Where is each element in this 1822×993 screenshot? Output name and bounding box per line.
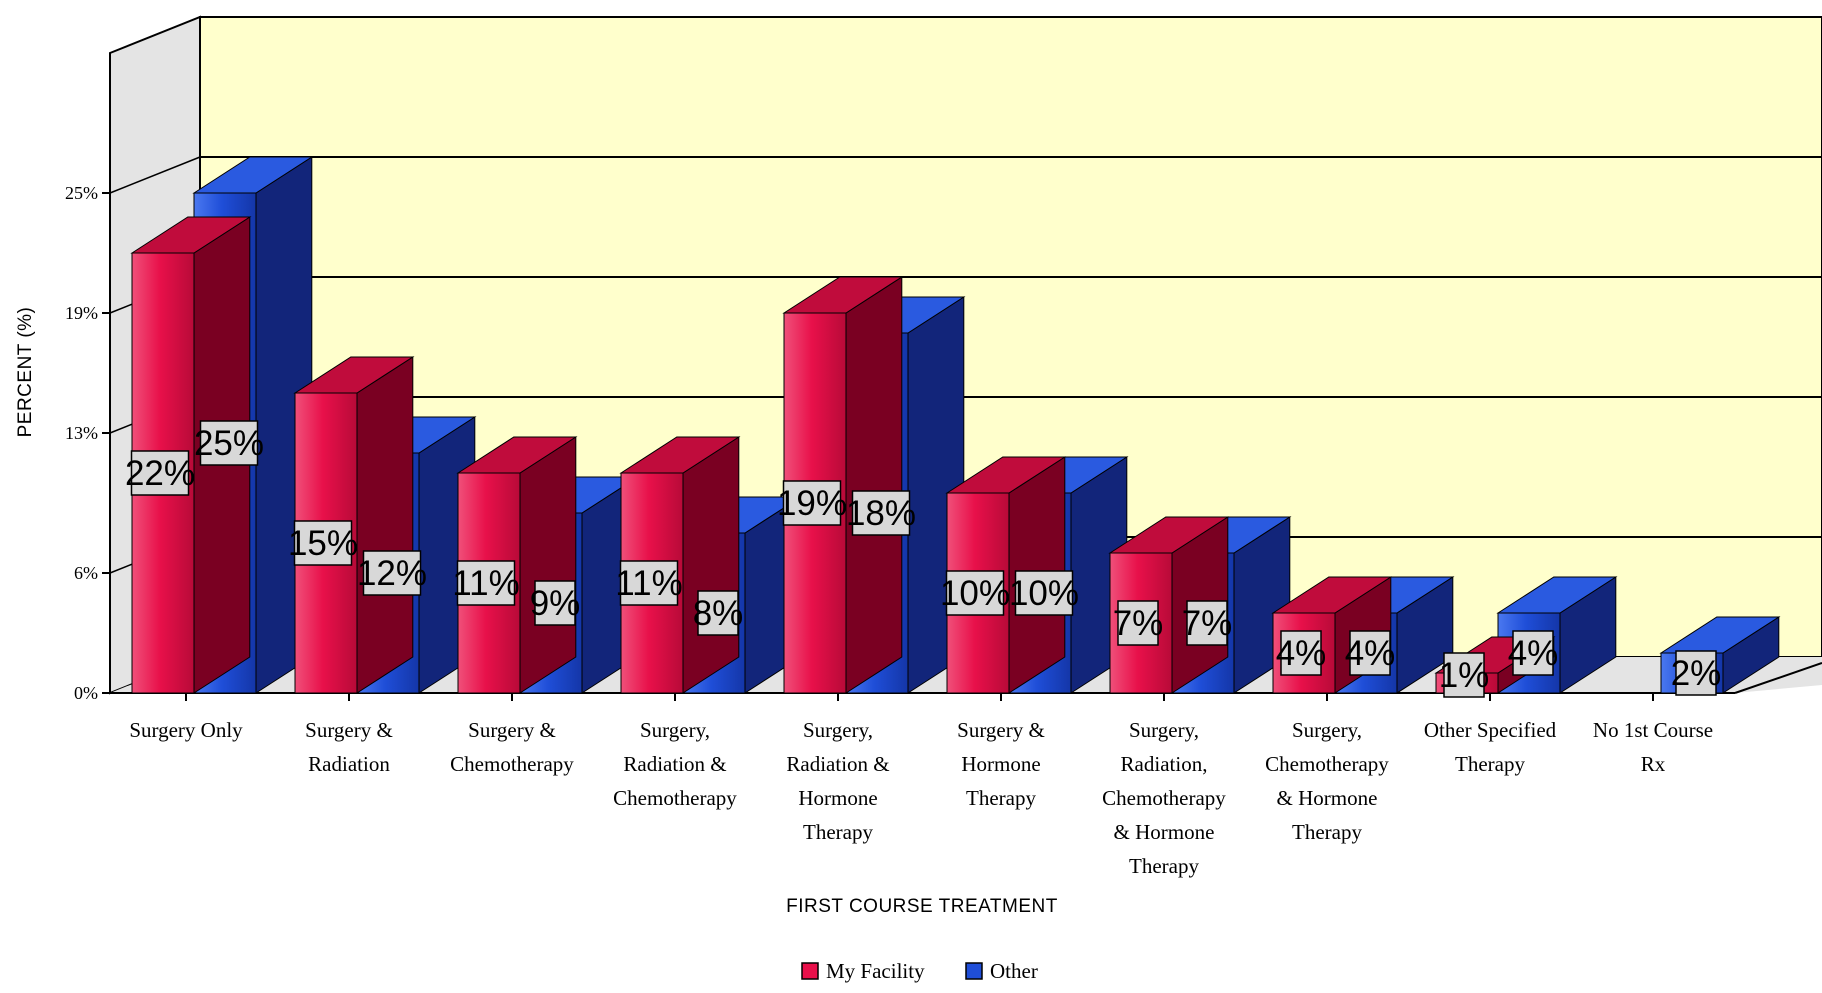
- label-my-facility: 15%: [288, 520, 358, 566]
- x-axis-title: FIRST COURSE TREATMENT: [786, 896, 1058, 917]
- data-label: 9%: [530, 584, 581, 623]
- data-label: 7%: [1113, 604, 1164, 643]
- data-label-box: [293, 520, 353, 566]
- legend-swatch: [965, 962, 983, 980]
- data-label-box: [130, 450, 190, 496]
- data-label: 11%: [452, 564, 519, 603]
- x-tick-label: Surgery Only: [129, 718, 243, 742]
- legend-label: Other: [990, 959, 1038, 983]
- label-my-facility: 10%: [940, 570, 1010, 616]
- legend-label: My Facility: [826, 959, 925, 983]
- data-label-box: [1117, 600, 1159, 646]
- data-label-box: [782, 480, 842, 526]
- data-label-box: [697, 590, 739, 636]
- data-label: 25%: [194, 424, 264, 463]
- data-label: 4%: [1276, 634, 1327, 673]
- y-axis: 0% 6% 13% 19% 25%: [65, 53, 111, 703]
- x-tick-label: Surgery & Hormone Therapy: [957, 718, 1045, 810]
- bar-side: [519, 436, 577, 694]
- bars: 22%25% 15%12% 11% 9% 11% 8% 19%18% 10%10% 7% 7% 4%…: [125, 156, 1781, 698]
- y-tick-label: 19%: [65, 303, 98, 323]
- label-my-facility: 1%: [1439, 652, 1490, 698]
- data-label-box: [619, 560, 679, 606]
- x-axis: Surgery Only Surgery & Radiation Surgery & C…: [129, 693, 1713, 878]
- data-label: 4%: [1508, 634, 1559, 673]
- x-tick-label: Surgery & Chemotherapy: [450, 718, 574, 776]
- x-tick-label: Surgery & Radiation: [305, 718, 393, 776]
- data-label: 22%: [125, 454, 195, 493]
- data-label: 2%: [1671, 654, 1722, 693]
- data-label-box: [1186, 600, 1228, 646]
- data-label: 1%: [1439, 656, 1490, 695]
- label-other: 8%: [693, 590, 744, 636]
- label-other: 18%: [846, 490, 916, 536]
- bar-my-facility: [1108, 516, 1230, 694]
- data-label: 10%: [940, 574, 1010, 613]
- legend-swatch: [801, 962, 819, 980]
- data-label-box: [851, 490, 911, 536]
- data-label-box: [1512, 630, 1554, 676]
- label-other: 12%: [357, 550, 427, 596]
- data-label-box: [199, 420, 259, 466]
- label-other: 7%: [1182, 600, 1233, 646]
- floor-right-edge: [1734, 662, 1822, 694]
- bar-side: [682, 436, 740, 694]
- data-label-box: [362, 550, 422, 596]
- label-other: 4%: [1508, 630, 1559, 676]
- data-label: 4%: [1345, 634, 1396, 673]
- label-other: 9%: [530, 580, 581, 626]
- data-label-box: [1014, 570, 1074, 616]
- x-tick-label: No 1st Course Rx: [1593, 718, 1713, 776]
- data-label-box: [534, 580, 576, 626]
- label-other: 10%: [1009, 570, 1079, 616]
- legend: My Facility Other: [801, 959, 1038, 983]
- label-my-facility: 11%: [452, 560, 520, 606]
- data-label-box: [1675, 650, 1717, 696]
- bar-side: [845, 276, 903, 694]
- label-my-facility: 4%: [1276, 630, 1327, 676]
- data-label-box: [945, 570, 1005, 616]
- data-label: 12%: [357, 554, 427, 593]
- data-label-box: [456, 560, 516, 606]
- bar-side: [356, 356, 414, 694]
- data-label: 18%: [846, 494, 916, 533]
- y-tick-label: 13%: [65, 423, 98, 443]
- label-other: 2%: [1671, 650, 1722, 696]
- data-label: 8%: [693, 594, 744, 633]
- x-tick-label: Surgery, Radiation, Chemotherapy & Hormone T…: [1102, 718, 1226, 878]
- data-label: 7%: [1182, 604, 1233, 643]
- gridline-side: [109, 156, 201, 194]
- x-tick-label: Surgery, Chemotherapy & Hormone Therapy: [1265, 718, 1389, 844]
- data-label: 15%: [288, 524, 358, 563]
- label-other: 25%: [194, 420, 264, 466]
- label-my-facility: 7%: [1113, 600, 1164, 646]
- data-label: 11%: [615, 564, 682, 603]
- data-label-box: [1349, 630, 1391, 676]
- y-axis-title: PERCENT (%): [15, 307, 36, 438]
- y-tick-label: 6%: [74, 563, 98, 583]
- label-my-facility: 19%: [777, 480, 847, 526]
- x-tick-label: Surgery, Radiation & Hormone Therapy: [786, 718, 889, 844]
- data-label: 19%: [777, 484, 847, 523]
- y-tick-label: 0%: [74, 683, 98, 703]
- label-my-facility: 11%: [615, 560, 683, 606]
- data-label-box: [1443, 652, 1485, 698]
- x-tick-label: Surgery, Radiation & Chemotherapy: [613, 718, 737, 810]
- label-my-facility: 22%: [125, 450, 195, 496]
- x-tick-label: Other Specified Therapy: [1424, 718, 1557, 776]
- data-label-box: [1280, 630, 1322, 676]
- label-other: 4%: [1345, 630, 1396, 676]
- data-label: 10%: [1009, 574, 1079, 613]
- y-tick-label: 25%: [65, 183, 98, 203]
